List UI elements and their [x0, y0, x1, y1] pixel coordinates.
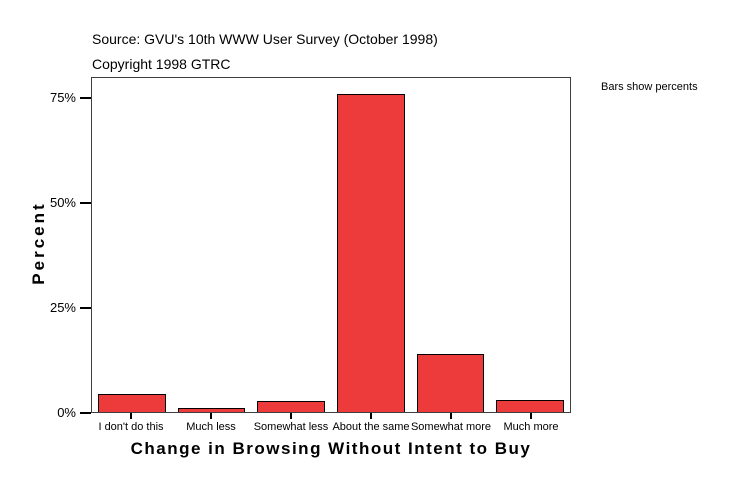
x-axis-title: Change in Browsing Without Intent to Buy	[130, 439, 532, 458]
y-axis-label: Percent	[29, 201, 48, 285]
bar-somewhat-less	[257, 401, 326, 412]
x-axis-tick	[210, 413, 212, 419]
source-text: Source: GVU's 10th WWW User Survey (Octo…	[92, 31, 438, 47]
chart-note: Bars show percents	[601, 81, 698, 93]
bar-much-more	[496, 400, 565, 412]
x-axis-tick	[370, 413, 372, 419]
y-axis-tick	[80, 202, 91, 204]
y-tick-label: 75%	[49, 90, 76, 105]
category-label: Somewhat less	[253, 421, 329, 433]
y-axis-tick	[80, 412, 91, 414]
category-label: Somewhat more	[410, 421, 492, 433]
x-axis-tick	[130, 413, 132, 419]
bar-slot	[490, 78, 570, 412]
category-label: About the same	[332, 421, 410, 433]
bar-slot	[411, 78, 491, 412]
x-axis-tick	[450, 413, 452, 419]
category-label: I don't do this	[98, 421, 164, 433]
y-tick-label: 0%	[57, 405, 76, 420]
y-tick-label: 25%	[49, 300, 76, 315]
bar-much-less	[177, 407, 246, 412]
bar-slot	[172, 78, 252, 412]
bar-about-the-same	[336, 93, 405, 412]
bar-slot	[251, 78, 331, 412]
y-axis-tick	[80, 307, 91, 309]
y-tick-label: 50%	[49, 195, 76, 210]
x-axis-tick	[530, 413, 532, 419]
y-axis-tick	[80, 97, 91, 99]
bars-row	[92, 78, 570, 412]
plot-area	[91, 77, 571, 413]
bar-slot	[331, 78, 411, 412]
copyright-text: Copyright 1998 GTRC	[92, 56, 231, 72]
category-label: Much less	[186, 421, 236, 433]
category-label: Much more	[503, 421, 559, 433]
bar-slot	[92, 78, 172, 412]
x-axis-tick	[290, 413, 292, 419]
bar-somewhat-more	[416, 353, 485, 412]
bar-i-don-t-do-this	[97, 394, 166, 412]
